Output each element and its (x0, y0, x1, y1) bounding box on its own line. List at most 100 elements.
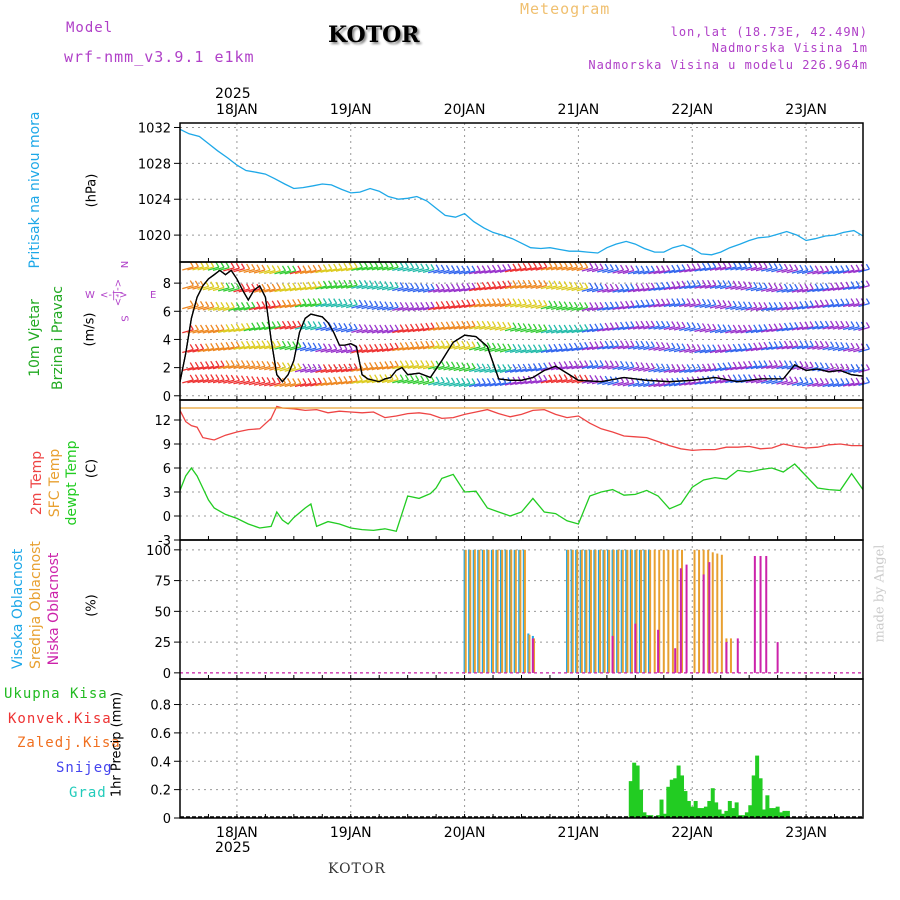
wind-barb-shaft (776, 306, 788, 311)
wind-barb (443, 265, 456, 275)
wind-barb (381, 281, 394, 291)
wind-barb-feather (251, 376, 256, 382)
wind-barb (581, 360, 594, 370)
wind-barb-shaft (217, 287, 230, 292)
wind-barb-feather (584, 360, 589, 366)
wind-barb-feather (594, 341, 599, 347)
wind-barb-shaft (689, 381, 701, 386)
wind-barb-feather (205, 343, 210, 350)
wind-barb-feather (625, 283, 630, 290)
wind-barb-feather (543, 261, 548, 268)
wind-barb (540, 344, 553, 354)
wind-barb (223, 323, 235, 333)
wind-barb-feather (584, 282, 589, 289)
wind-barb (335, 376, 348, 386)
wind-barb (427, 301, 440, 311)
wind-barb-shaft (509, 348, 522, 354)
wind-barb-shaft (638, 367, 650, 372)
wind-barb-feather (399, 360, 404, 367)
wind-barb-feather (266, 340, 271, 347)
wind-barb (427, 340, 440, 350)
bar-mid_cloud (698, 549, 701, 673)
wind-barb (663, 342, 676, 352)
wind-barb-feather (235, 262, 240, 269)
wind-barb-feather (855, 264, 860, 271)
wind-barb-shaft (612, 269, 624, 274)
bar-precip_total (683, 791, 688, 818)
wind-barb-shaft (812, 304, 824, 309)
wind-barb-shaft (274, 382, 286, 387)
bar-precip_total (751, 775, 756, 818)
bar-high_cloud (481, 549, 484, 673)
wind-barb-feather (748, 281, 753, 288)
wind-barb-shaft (509, 267, 522, 273)
wind-barb-feather (491, 342, 497, 349)
wind-barb-shaft (212, 347, 225, 352)
wind-barb-shaft (294, 270, 307, 275)
wind-barb (822, 320, 835, 330)
wind-barb-feather (865, 377, 871, 383)
wind-barb-shaft (520, 349, 532, 354)
wind-barb-shaft (781, 380, 793, 386)
wind-barb (315, 377, 328, 387)
wind-barb (417, 340, 430, 350)
wind-barb-feather (430, 264, 435, 270)
wind-barb-shaft (253, 326, 266, 331)
wind-barb-feather (773, 360, 778, 366)
wind-barb-shaft (832, 269, 845, 275)
wind-barb-feather (220, 324, 225, 330)
wind-barb-feather (563, 301, 568, 308)
wind-barb-shaft (812, 287, 824, 293)
wind-barb-shaft (402, 328, 414, 333)
wind-barb-feather (584, 302, 589, 308)
wind-barb-feather (415, 283, 420, 289)
wind-barb (750, 324, 763, 334)
wind-barb-feather (824, 299, 830, 306)
wind-barb-shaft (494, 268, 506, 274)
wind-barb-feather (614, 360, 620, 367)
wind-barb (643, 299, 655, 309)
wind-barb (689, 322, 701, 332)
wind-barb-shaft (453, 382, 465, 387)
wind-barb-shaft (238, 364, 250, 370)
wind-barb (832, 298, 845, 308)
wind-barb-feather (783, 322, 789, 329)
wind-barb-shaft (320, 302, 332, 308)
wind-barb-shaft (269, 304, 281, 310)
wind-barb-shaft (520, 328, 532, 333)
wind-barb (653, 298, 666, 308)
wind-barb (550, 343, 563, 353)
wind-barb-feather (814, 283, 819, 290)
wind-barb (310, 377, 322, 387)
wind-barb-feather (538, 261, 543, 268)
wind-barb-shaft (781, 365, 793, 370)
wind-barb (515, 323, 527, 333)
wind-barb-feather (379, 374, 384, 380)
wind-barb-shaft (376, 348, 389, 353)
wind-barb (602, 360, 614, 370)
wind-barb-feather (292, 341, 297, 347)
wind-barb-shaft (264, 305, 276, 310)
date-tick-label-bottom: 23JAN (785, 825, 827, 841)
wind-barb (658, 342, 671, 352)
wind-barb (791, 283, 804, 293)
bar-mid_cloud (567, 549, 570, 673)
wind-barb (217, 302, 230, 312)
wind-barb (597, 283, 609, 293)
wind-barb (837, 378, 850, 387)
wind-barb-feather (369, 344, 374, 350)
wind-barb-shaft (361, 348, 373, 354)
wind-barb (248, 322, 261, 332)
wind-barb (776, 263, 789, 273)
wind-barb (320, 321, 333, 331)
wind-barb (540, 261, 553, 271)
wind-barb (760, 262, 773, 272)
wind-barb-feather (445, 283, 450, 290)
wind-barb (223, 374, 235, 384)
wind-barb (550, 374, 563, 384)
wind-barb (525, 262, 538, 272)
wind-barb (192, 343, 205, 353)
wind-barb (561, 342, 573, 352)
wind-barb-shaft (422, 288, 435, 293)
wind-barb-shaft (463, 367, 476, 372)
